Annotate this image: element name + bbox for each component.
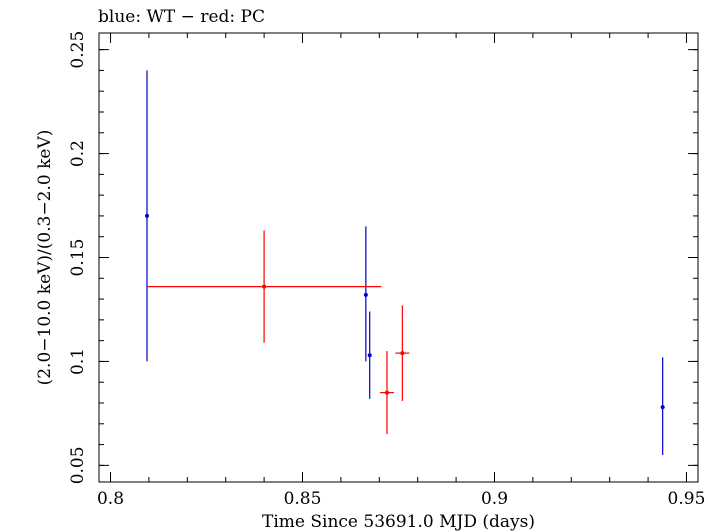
chart-title: blue: WT − red: PC xyxy=(98,7,265,27)
data-point xyxy=(400,351,405,356)
tick-labels: 0.8 0.85 0.9 0.95 0.05 0.1 0.15 0.2 0.25 xyxy=(68,31,705,509)
y-axis-label: (2.0−10.0 keV)/(0.3−2.0 keV) xyxy=(35,130,55,386)
x-tick-label: 0.85 xyxy=(284,489,322,509)
data-point xyxy=(262,284,267,289)
y-tick-label: 0.1 xyxy=(68,348,88,375)
data-point xyxy=(367,353,372,358)
data-series xyxy=(144,70,665,455)
x-tick-label: 0.8 xyxy=(97,489,124,509)
y-tick-label: 0.25 xyxy=(68,31,88,69)
x-tick-label: 0.95 xyxy=(668,489,706,509)
series-pc xyxy=(146,230,410,435)
plot-frame xyxy=(98,32,699,483)
data-point xyxy=(363,292,368,297)
y-tick-label: 0.05 xyxy=(68,446,88,484)
x-tick-label: 0.9 xyxy=(481,489,508,509)
x-axis-label: Time Since 53691.0 MJD (days) xyxy=(262,512,535,532)
data-point xyxy=(144,213,149,218)
data-point xyxy=(384,390,389,395)
data-point xyxy=(660,405,665,410)
series-wt xyxy=(144,70,665,455)
axis-ticks xyxy=(99,33,698,482)
y-tick-label: 0.2 xyxy=(68,140,88,167)
y-tick-label: 0.15 xyxy=(68,239,88,277)
